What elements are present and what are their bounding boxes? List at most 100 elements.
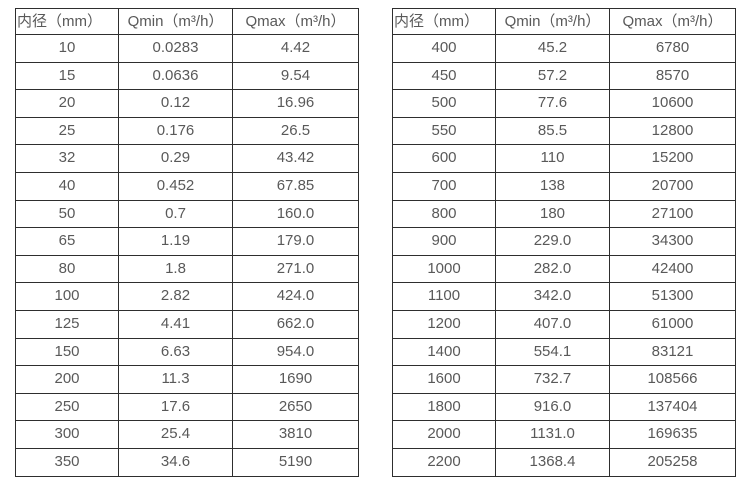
table-row: 800 180 27100: [392, 199, 736, 229]
table-row: 100 2.82 424.0: [15, 282, 359, 311]
table-row: 400 45.2 6780: [392, 34, 736, 63]
table-row: 250 17.6 2650: [15, 392, 359, 422]
table-cell: 45.2: [495, 34, 610, 63]
table-cell: 450: [392, 61, 496, 91]
table-cell: 11.3: [118, 365, 233, 394]
table-cell: 0.7: [118, 199, 233, 229]
column-header-inner-diameter: 内径（mm）: [392, 8, 496, 35]
table-row: 125 4.41 662.0: [15, 309, 359, 339]
flow-table-large-diameters: 内径（mm） Qmin（m³/h） Qmax（m³/h） 400 45.2 6780…: [392, 8, 736, 477]
table-row: 150 6.63 954.0: [15, 337, 359, 367]
table-cell: 954.0: [232, 337, 359, 367]
table-row: 65 1.19 179.0: [15, 227, 359, 256]
table-cell: 77.6: [495, 89, 610, 118]
table-row: 200 11.3 1690: [15, 365, 359, 394]
table-cell: 180: [495, 199, 610, 229]
table-cell: 1100: [392, 282, 496, 311]
table-cell: 1131.0: [495, 420, 610, 449]
table-cell: 6780: [609, 34, 736, 63]
table-cell: 0.176: [118, 116, 233, 146]
table-cell: 3810: [232, 420, 359, 449]
table-cell: 662.0: [232, 309, 359, 339]
table-cell: 350: [15, 447, 119, 477]
table-cell: 2200: [392, 447, 496, 477]
table-cell: 15200: [609, 144, 736, 173]
table-cell: 26.5: [232, 116, 359, 146]
table-row: 550 85.5 12800: [392, 116, 736, 146]
column-header-qmin: Qmin（m³/h）: [118, 8, 233, 35]
table-cell: 32: [15, 144, 119, 173]
table-cell: 205258: [609, 447, 736, 477]
table-row: 50 0.7 160.0: [15, 199, 359, 229]
table-cell: 1600: [392, 365, 496, 394]
table-cell: 0.12: [118, 89, 233, 118]
table-cell: 138: [495, 171, 610, 201]
table-cell: 282.0: [495, 254, 610, 284]
table-cell: 34300: [609, 227, 736, 256]
table-row: 700 138 20700: [392, 171, 736, 201]
table-cell: 6.63: [118, 337, 233, 367]
table-row: 1600 732.7 108566: [392, 365, 736, 394]
table-cell: 1800: [392, 392, 496, 422]
table-cell: 200: [15, 365, 119, 394]
table-row: 80 1.8 271.0: [15, 254, 359, 284]
table-cell: 150: [15, 337, 119, 367]
table-cell: 20700: [609, 171, 736, 201]
table-row: 20 0.12 16.96: [15, 89, 359, 118]
table-cell: 110: [495, 144, 610, 173]
flow-table-small-diameters: 内径（mm） Qmin（m³/h） Qmax（m³/h） 10 0.0283 4.4…: [15, 8, 359, 477]
table-cell: 0.0283: [118, 34, 233, 63]
table-cell: 732.7: [495, 365, 610, 394]
table-cell: 27100: [609, 199, 736, 229]
table-row: 1100 342.0 51300: [392, 282, 736, 311]
table-row: 25 0.176 26.5: [15, 116, 359, 146]
table-cell: 67.85: [232, 171, 359, 201]
table-cell: 10600: [609, 89, 736, 118]
column-header-qmin: Qmin（m³/h）: [495, 8, 610, 35]
table-cell: 1690: [232, 365, 359, 394]
table-cell: 43.42: [232, 144, 359, 173]
table-cell: 51300: [609, 282, 736, 311]
table-row: 1800 916.0 137404: [392, 392, 736, 422]
column-header-qmax: Qmax（m³/h）: [232, 8, 359, 35]
table-cell: 500: [392, 89, 496, 118]
table-cell: 424.0: [232, 282, 359, 311]
table-cell: 25.4: [118, 420, 233, 449]
table-row: 2200 1368.4 205258: [392, 447, 736, 477]
table-cell: 61000: [609, 309, 736, 339]
table-cell: 80: [15, 254, 119, 284]
table-cell: 160.0: [232, 199, 359, 229]
table-cell: 600: [392, 144, 496, 173]
table-row: 900 229.0 34300: [392, 227, 736, 256]
table-cell: 16.96: [232, 89, 359, 118]
table-cell: 250: [15, 392, 119, 422]
table-cell: 1000: [392, 254, 496, 284]
table-cell: 2.82: [118, 282, 233, 311]
table-cell: 42400: [609, 254, 736, 284]
table-cell: 1.8: [118, 254, 233, 284]
column-header-inner-diameter: 内径（mm）: [15, 8, 119, 35]
table-cell: 9.54: [232, 61, 359, 91]
table-cell: 85.5: [495, 116, 610, 146]
table-cell: 0.452: [118, 171, 233, 201]
table-cell: 65: [15, 227, 119, 256]
table-cell: 40: [15, 171, 119, 201]
table-row: 10 0.0283 4.42: [15, 34, 359, 63]
table-cell: 1.19: [118, 227, 233, 256]
table-cell: 108566: [609, 365, 736, 394]
table-row: 600 110 15200: [392, 144, 736, 173]
table-row: 40 0.452 67.85: [15, 171, 359, 201]
table-row: 500 77.6 10600: [392, 89, 736, 118]
table-cell: 50: [15, 199, 119, 229]
table-cell: 300: [15, 420, 119, 449]
table-body: 400 45.2 6780 450 57.2 8570 500 77.6 10600 550 85.…: [392, 34, 736, 477]
table-cell: 4.41: [118, 309, 233, 339]
table-cell: 15: [15, 61, 119, 91]
table-cell: 17.6: [118, 392, 233, 422]
table-cell: 0.0636: [118, 61, 233, 91]
table-cell: 554.1: [495, 337, 610, 367]
table-cell: 137404: [609, 392, 736, 422]
table-row: 1200 407.0 61000: [392, 309, 736, 339]
table-cell: 25: [15, 116, 119, 146]
